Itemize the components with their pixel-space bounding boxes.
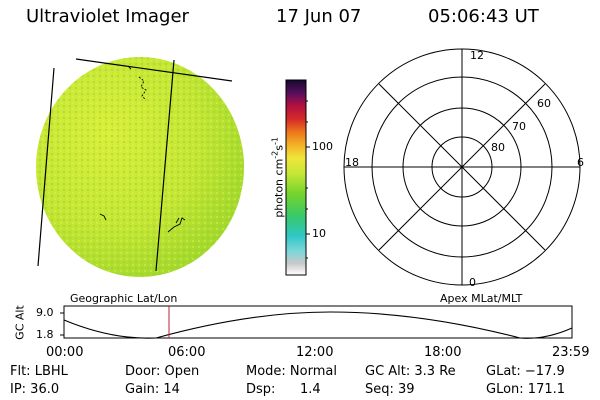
status-dsp-value: 1.4 (300, 382, 321, 397)
status-door: Door: Open (125, 364, 200, 379)
timeline-xtick-1800: 18:00 (424, 345, 462, 360)
mlat-label-60: 60 (537, 97, 551, 110)
colorbar-tick-100: 100 (312, 140, 333, 153)
timeline-ytick-9: 9.0 (36, 306, 54, 319)
timeline-xtick-0600: 06:00 (168, 345, 206, 360)
timeline-xtick-2359: 23:59 (552, 345, 590, 360)
altitude-timeline (60, 305, 573, 339)
mlt-label-0: 0 (469, 276, 476, 289)
timeline-y-axis-label: GC Alt (13, 305, 27, 340)
apex-caption: Apex MLat/MLT (440, 292, 523, 305)
mlt-label-6: 6 (577, 156, 584, 169)
status-filter: Flt: LBHL (10, 364, 68, 379)
unit-exp-area: -2 (270, 150, 280, 159)
status-mode: Mode: Normal (246, 364, 337, 379)
mlat-mlt-polar-plot (343, 48, 581, 286)
timeline-ytick-1-8: 1.8 (36, 328, 54, 341)
status-gain: Gain: 14 (125, 382, 180, 397)
status-seq: Seq: 39 (365, 382, 415, 397)
colorbar-unit-label: photon cm-2s-1 (271, 122, 286, 232)
status-glat: GLat: −17.9 (486, 364, 565, 379)
date-label: 17 Jun 07 (276, 6, 362, 27)
uvi-image (36, 57, 244, 277)
mlt-label-12: 12 (470, 49, 484, 62)
colorbar (285, 79, 310, 276)
status-glon: GLon: 171.1 (486, 382, 566, 397)
status-gc-alt: GC Alt: 3.3 Re (365, 364, 456, 379)
timeline-xtick-0000: 00:00 (46, 345, 84, 360)
unit-s: s (272, 144, 286, 151)
status-dsp-label: Dsp: (246, 382, 276, 397)
mlat-label-80: 80 (491, 141, 505, 154)
unit-exp-time: -1 (270, 137, 280, 145)
status-ip: IP: 36.0 (10, 382, 60, 397)
unit-photon: photon cm (272, 158, 286, 218)
time-label: 05:06:43 UT (428, 6, 539, 27)
mlt-label-18: 18 (345, 156, 359, 169)
geographic-caption: Geographic Lat/Lon (70, 292, 178, 305)
mlat-label-70: 70 (512, 120, 526, 133)
timeline-xtick-1200: 12:00 (296, 345, 334, 360)
app-title: Ultraviolet Imager (26, 6, 189, 27)
colorbar-tick-10: 10 (312, 227, 326, 240)
